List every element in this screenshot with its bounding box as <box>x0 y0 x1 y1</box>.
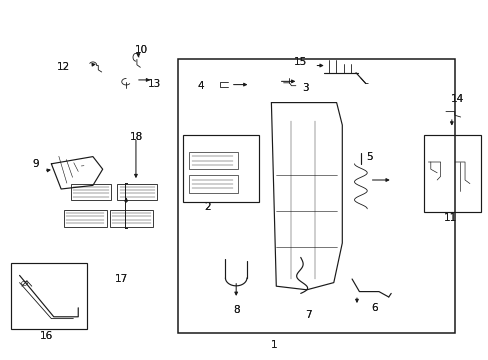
Text: 2: 2 <box>204 202 211 212</box>
Bar <box>11 263 86 329</box>
Text: 8: 8 <box>233 305 240 315</box>
Text: 9: 9 <box>32 159 39 169</box>
Text: 12: 12 <box>57 62 70 72</box>
Text: 10: 10 <box>135 45 148 55</box>
Bar <box>189 175 238 193</box>
Bar <box>117 184 157 200</box>
Text: 3: 3 <box>302 83 308 93</box>
Bar <box>71 184 111 200</box>
Bar <box>183 135 259 202</box>
Text: 18: 18 <box>129 132 142 142</box>
Text: 6: 6 <box>370 303 377 313</box>
Text: 11: 11 <box>443 213 457 223</box>
Text: 17: 17 <box>114 274 128 284</box>
Text: 17: 17 <box>114 274 128 284</box>
Text: 9: 9 <box>32 159 39 169</box>
Text: 16: 16 <box>40 330 53 341</box>
Text: 12: 12 <box>57 62 70 72</box>
Text: 1: 1 <box>270 340 277 350</box>
Text: 18: 18 <box>129 132 142 142</box>
Text: 7: 7 <box>304 310 311 320</box>
Bar <box>424 135 480 212</box>
Text: 4: 4 <box>197 81 203 91</box>
Text: 1: 1 <box>270 340 277 350</box>
Text: 4: 4 <box>197 81 203 91</box>
Bar <box>110 210 153 227</box>
Text: 14: 14 <box>449 94 463 104</box>
Text: 3: 3 <box>302 83 308 93</box>
Text: 2: 2 <box>204 202 211 212</box>
Bar <box>63 210 106 227</box>
Text: 16: 16 <box>40 330 53 341</box>
Text: 13: 13 <box>147 78 161 89</box>
Bar <box>189 152 238 169</box>
Text: 8: 8 <box>233 305 240 315</box>
Text: 13: 13 <box>147 78 161 89</box>
Text: 15: 15 <box>293 57 307 67</box>
Text: 14: 14 <box>449 94 463 104</box>
Text: 11: 11 <box>443 213 457 223</box>
Text: 10: 10 <box>135 45 148 55</box>
Text: 15: 15 <box>293 57 307 67</box>
Text: 6: 6 <box>370 303 377 313</box>
Text: 5: 5 <box>365 152 372 162</box>
Bar <box>178 59 454 333</box>
Text: 7: 7 <box>304 310 311 320</box>
Text: 5: 5 <box>365 152 372 162</box>
